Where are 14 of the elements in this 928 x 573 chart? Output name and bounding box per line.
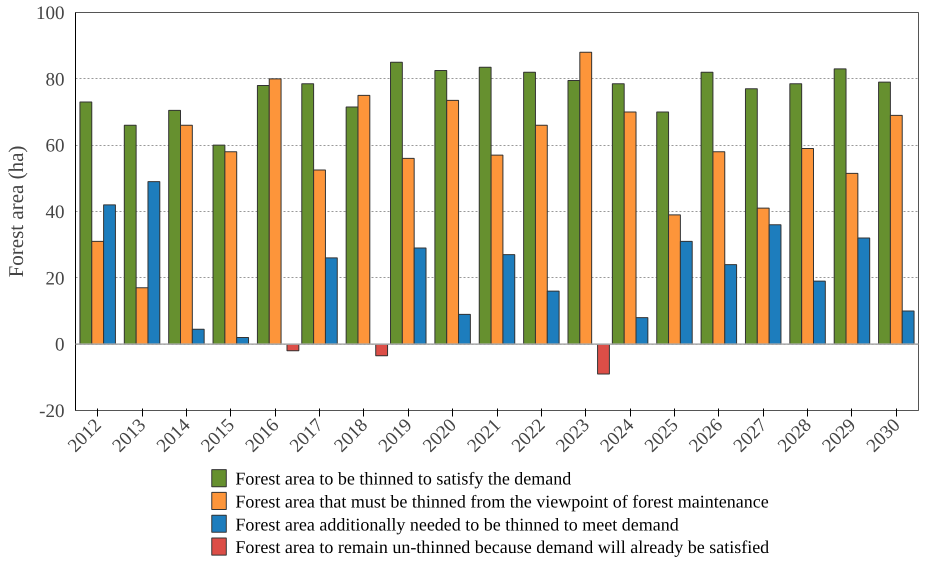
y-tick-label: -20 <box>39 401 64 422</box>
legend-label: Forest area to be thinned to satisfy the demand <box>235 468 572 489</box>
y-tick-label: 80 <box>46 69 64 90</box>
bar <box>597 344 610 375</box>
y-tick-label: 100 <box>36 3 64 24</box>
y-tick-label: 40 <box>46 202 64 223</box>
legend-label: Forest area to remain un-thinned because demand will already be satisfied <box>235 537 770 558</box>
bar <box>375 344 388 356</box>
legend-label: Forest area that must be thinned from the viewpoint of forest maintenance <box>235 492 769 512</box>
legend-label: Forest area additionally needed to be thinned to meet demand <box>235 514 679 534</box>
y-axis-title: Forest area (ha) <box>4 146 28 278</box>
y-tick-label: 60 <box>46 136 64 157</box>
y-tick-label: 0 <box>55 334 64 356</box>
y-tick-label: 20 <box>46 268 64 290</box>
